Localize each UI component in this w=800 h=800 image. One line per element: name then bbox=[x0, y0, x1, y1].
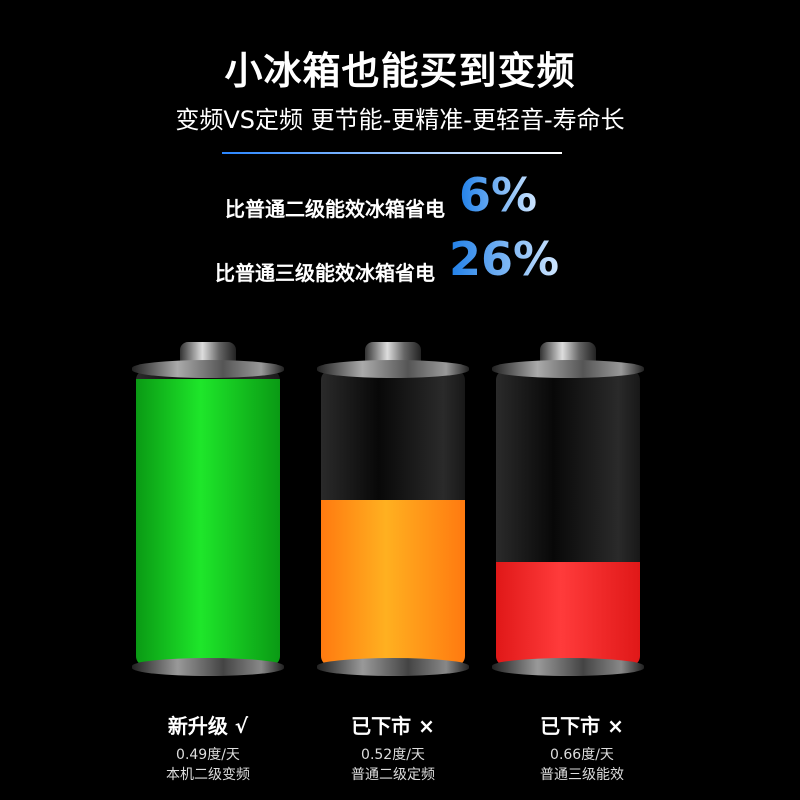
comparison-value: 26% bbox=[449, 232, 560, 286]
status-text: 新升级 √ bbox=[167, 714, 249, 738]
divider bbox=[222, 152, 562, 154]
usage-text: 0.66度/天 bbox=[550, 747, 614, 763]
page-title: 小冰箱也能买到变频 bbox=[224, 49, 576, 93]
subtitle: 变频VS定频 更节能-更精准-更轻音-寿命长 bbox=[175, 106, 625, 134]
usage-text: 0.52度/天 bbox=[361, 747, 425, 763]
battery-fill bbox=[321, 500, 465, 666]
battery-icon bbox=[132, 342, 284, 676]
description-text: 普通二级定频 bbox=[351, 767, 435, 783]
description-text: 本机二级变频 bbox=[166, 767, 250, 783]
battery-fill bbox=[136, 378, 280, 666]
battery-icon bbox=[317, 342, 469, 676]
comparison-row: 比普通三级能效冰箱省电 26% bbox=[215, 232, 559, 286]
comparison-text: 比普通二级能效冰箱省电 bbox=[225, 197, 445, 221]
status-text: 已下市 × bbox=[540, 714, 624, 738]
comparison-row: 比普通二级能效冰箱省电 6% bbox=[225, 168, 537, 222]
status-text: 已下市 × bbox=[351, 714, 435, 738]
battery-label: 已下市 × 0.52度/天 普通二级定频 bbox=[293, 710, 493, 785]
usage-text: 0.49度/天 bbox=[176, 747, 240, 763]
battery-label: 新升级 √ 0.49度/天 本机二级变频 bbox=[108, 710, 308, 785]
battery-label: 已下市 × 0.66度/天 普通三级能效 bbox=[482, 710, 682, 785]
battery-fill bbox=[496, 562, 640, 666]
battery-icon bbox=[492, 342, 644, 676]
description-text: 普通三级能效 bbox=[540, 767, 624, 783]
comparison-text: 比普通三级能效冰箱省电 bbox=[215, 261, 435, 285]
comparison-value: 6% bbox=[459, 168, 538, 222]
